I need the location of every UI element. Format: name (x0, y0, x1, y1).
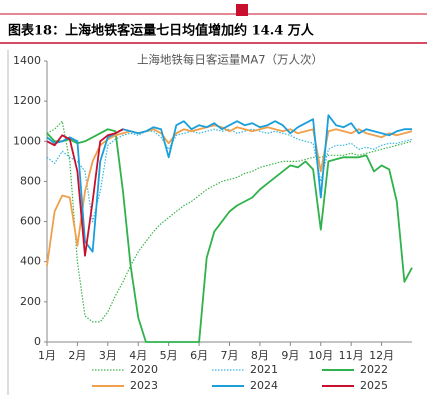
x-tick-label: 1月 (38, 349, 56, 362)
x-tick-label: 9月 (281, 349, 299, 362)
y-tick-label: 400 (20, 255, 41, 268)
series-line (46, 128, 413, 343)
legend-label: 2025 (360, 379, 388, 392)
y-tick-label: 800 (20, 174, 41, 187)
legend-label: 2024 (250, 379, 278, 392)
header-mark (236, 4, 248, 16)
x-tick-label: 7月 (221, 349, 239, 362)
chart-title: 上海地铁每日客运量MA7（万人次） (137, 53, 323, 67)
series-line (46, 128, 124, 257)
series-line (46, 124, 413, 266)
x-tick-label: 2月 (68, 349, 86, 362)
y-tick-label: 1200 (13, 94, 41, 107)
legend-label: 2020 (130, 363, 158, 376)
y-tick-label: 1400 (13, 54, 41, 67)
x-tick-label: 5月 (160, 349, 178, 362)
y-tick-label: 600 (20, 215, 41, 228)
y-tick-label: 1000 (13, 134, 41, 147)
y-tick-label: 200 (20, 295, 41, 308)
plot: 0 200 400 600 800 1000 1200 1400 1月 2月 3月 4月 5月 6月 7月 8… (13, 54, 413, 392)
legend-label: 2021 (250, 363, 278, 376)
x-tick-label: 6月 (190, 349, 208, 362)
figure-caption: 图表18：上海地铁客运量七日均值增加约 14.4 万人 (8, 23, 315, 39)
x-tick-label: 12月 (369, 349, 394, 362)
series-line (46, 120, 413, 323)
x-tick-label: 10月 (308, 349, 333, 362)
legend-label: 2023 (130, 379, 158, 392)
x-tick-label: 4月 (129, 349, 147, 362)
x-tick-label: 11月 (339, 349, 364, 362)
series-line (46, 128, 413, 223)
series-line (46, 114, 412, 253)
legend-label: 2022 (360, 363, 388, 376)
x-tick-label: 3月 (99, 349, 117, 362)
y-tick-label: 0 (34, 335, 41, 348)
x-tick-label: 8月 (251, 349, 269, 362)
